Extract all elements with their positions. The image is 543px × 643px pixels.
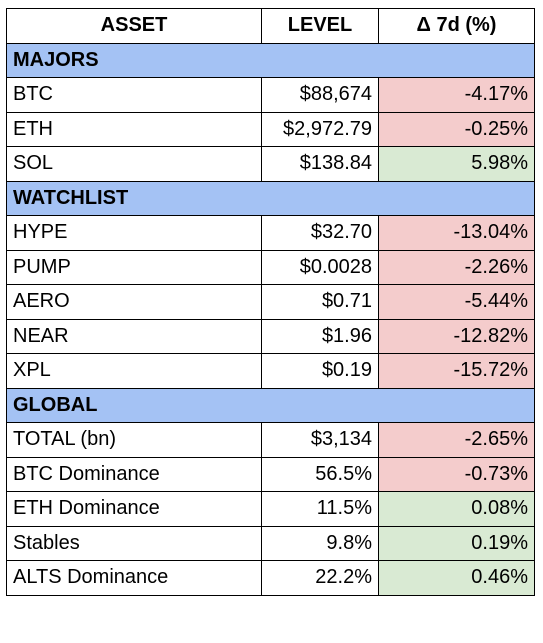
header-asset: ASSET: [6, 8, 262, 44]
table-row: BTC $88,674 -4.17%: [6, 77, 535, 113]
level-cell[interactable]: $0.19: [261, 353, 379, 389]
header-change: Δ 7d (%): [378, 8, 535, 44]
asset-cell[interactable]: HYPE: [6, 215, 262, 251]
level-cell[interactable]: $0.0028: [261, 249, 379, 285]
table-row: BTC Dominance 56.5% -0.73%: [6, 456, 535, 492]
change-cell[interactable]: -4.17%: [378, 77, 535, 113]
asset-table: ASSET LEVEL Δ 7d (%) MAJORS BTC $88,674 -4.…: [6, 8, 535, 596]
table-row: ALTS Dominance 22.2% 0.46%: [6, 560, 535, 596]
level-cell[interactable]: $32.70: [261, 215, 379, 251]
header-row: ASSET LEVEL Δ 7d (%): [6, 8, 535, 44]
change-cell[interactable]: -0.73%: [378, 456, 535, 492]
header-level: LEVEL: [261, 8, 379, 44]
change-cell[interactable]: -13.04%: [378, 215, 535, 251]
level-cell[interactable]: $1.96: [261, 318, 379, 354]
asset-cell[interactable]: AERO: [6, 284, 262, 320]
table-body: MAJORS BTC $88,674 -4.17% ETH $2,972.79 -0.25%…: [6, 42, 535, 596]
table-row: AERO $0.71 -5.44%: [6, 284, 535, 320]
section-title: WATCHLIST: [6, 180, 535, 216]
section-title: MAJORS: [6, 42, 535, 78]
level-cell[interactable]: $3,134: [261, 422, 379, 458]
asset-cell[interactable]: PUMP: [6, 249, 262, 285]
table-row: NEAR $1.96 -12.82%: [6, 318, 535, 354]
section-row-majors: MAJORS: [6, 42, 535, 78]
change-cell[interactable]: -2.65%: [378, 422, 535, 458]
table-row: TOTAL (bn) $3,134 -2.65%: [6, 422, 535, 458]
level-cell[interactable]: 11.5%: [261, 491, 379, 527]
section-row-watchlist: WATCHLIST: [6, 180, 535, 216]
level-cell[interactable]: 9.8%: [261, 525, 379, 561]
change-cell[interactable]: 0.46%: [378, 560, 535, 596]
table-row: ETH $2,972.79 -0.25%: [6, 111, 535, 147]
change-cell[interactable]: -5.44%: [378, 284, 535, 320]
table-row: ETH Dominance 11.5% 0.08%: [6, 491, 535, 527]
level-cell[interactable]: $88,674: [261, 77, 379, 113]
asset-cell[interactable]: BTC Dominance: [6, 456, 262, 492]
level-cell[interactable]: $138.84: [261, 146, 379, 182]
change-cell[interactable]: 0.19%: [378, 525, 535, 561]
asset-cell[interactable]: SOL: [6, 146, 262, 182]
section-row-global: GLOBAL: [6, 387, 535, 423]
change-cell[interactable]: 5.98%: [378, 146, 535, 182]
asset-cell[interactable]: ETH: [6, 111, 262, 147]
asset-cell[interactable]: BTC: [6, 77, 262, 113]
asset-cell[interactable]: ALTS Dominance: [6, 560, 262, 596]
asset-cell[interactable]: Stables: [6, 525, 262, 561]
level-cell[interactable]: $0.71: [261, 284, 379, 320]
level-cell[interactable]: 22.2%: [261, 560, 379, 596]
change-cell[interactable]: -0.25%: [378, 111, 535, 147]
table-row: XPL $0.19 -15.72%: [6, 353, 535, 389]
section-title: GLOBAL: [6, 387, 535, 423]
change-cell[interactable]: -15.72%: [378, 353, 535, 389]
table-row: SOL $138.84 5.98%: [6, 146, 535, 182]
table-row: PUMP $0.0028 -2.26%: [6, 249, 535, 285]
asset-cell[interactable]: ETH Dominance: [6, 491, 262, 527]
table-row: Stables 9.8% 0.19%: [6, 525, 535, 561]
level-cell[interactable]: 56.5%: [261, 456, 379, 492]
level-cell[interactable]: $2,972.79: [261, 111, 379, 147]
asset-cell[interactable]: XPL: [6, 353, 262, 389]
change-cell[interactable]: 0.08%: [378, 491, 535, 527]
asset-cell[interactable]: TOTAL (bn): [6, 422, 262, 458]
asset-cell[interactable]: NEAR: [6, 318, 262, 354]
change-cell[interactable]: -2.26%: [378, 249, 535, 285]
table-row: HYPE $32.70 -13.04%: [6, 215, 535, 251]
change-cell[interactable]: -12.82%: [378, 318, 535, 354]
